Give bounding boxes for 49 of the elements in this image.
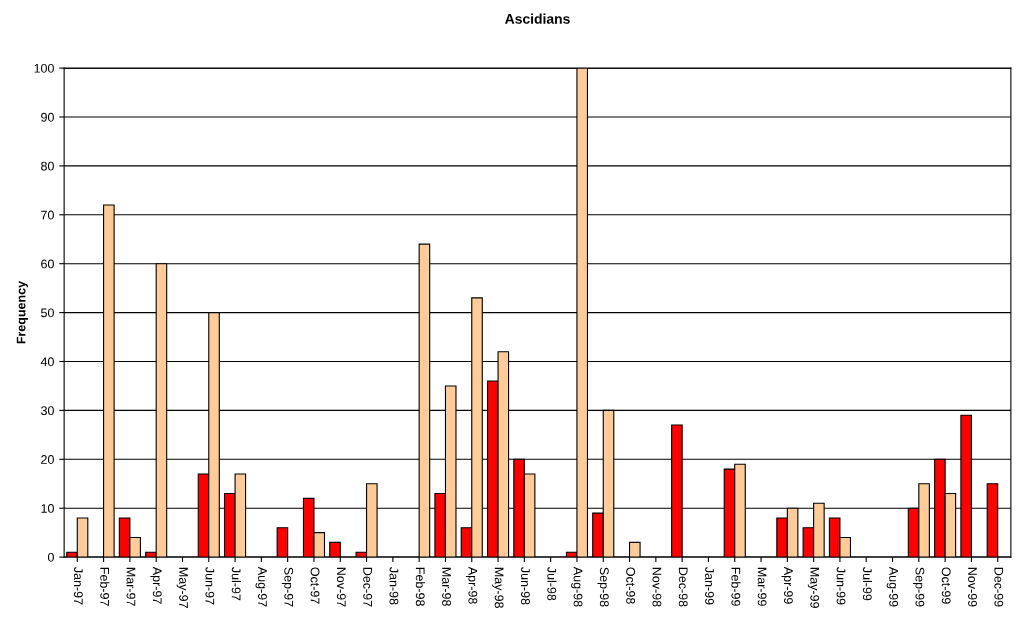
x-tick-label: Aug-97 bbox=[255, 566, 267, 607]
y-tick-label: 50 bbox=[41, 308, 54, 318]
x-tick-label: Jul-99 bbox=[862, 567, 873, 601]
x-tick-label: Feb-98 bbox=[415, 567, 425, 606]
x-tick-label: Nov-98 bbox=[652, 567, 662, 607]
x-tick-label: Nov-99 bbox=[968, 567, 977, 607]
x-tick-label: Dec-98 bbox=[678, 567, 688, 607]
y-axis-title: Frequency bbox=[16, 281, 28, 344]
x-tick-label: Oct-98 bbox=[626, 567, 636, 604]
x-tick-label: Oct-99 bbox=[941, 567, 951, 604]
x-tick-label: Apr-99 bbox=[781, 566, 793, 604]
y-tick-label: 30 bbox=[40, 406, 54, 416]
x-tick-label: Jun-99 bbox=[836, 567, 846, 605]
x-tick-label: May-98 bbox=[492, 567, 504, 608]
x-tick-label: Sep-97 bbox=[281, 567, 294, 607]
y-tick-label: 80 bbox=[41, 161, 54, 171]
y-tick-label: 10 bbox=[41, 504, 54, 513]
x-tick-label: Mar-97 bbox=[126, 567, 136, 606]
x-tick-label: May-97 bbox=[176, 567, 188, 608]
chart-title: Ascidians bbox=[505, 13, 570, 24]
x-tick-label: Sep-98 bbox=[597, 567, 609, 607]
y-tick-label: 100 bbox=[34, 63, 54, 73]
x-tick-label: Aug-98 bbox=[571, 566, 583, 607]
x-tick-label: Mar-99 bbox=[757, 567, 767, 606]
y-tick-label: 0 bbox=[47, 552, 54, 562]
x-tick-label: May-99 bbox=[807, 567, 820, 608]
x-tick-label: Jun-97 bbox=[205, 567, 215, 605]
y-tick-label: 40 bbox=[40, 357, 54, 367]
x-tick-label: Mar-98 bbox=[442, 567, 451, 606]
x-tick-label: Apr-98 bbox=[465, 566, 478, 604]
x-tick-label: Sep-99 bbox=[913, 567, 925, 607]
x-tick-label: Jan-98 bbox=[389, 567, 399, 605]
x-tick-label: Feb-99 bbox=[731, 567, 741, 606]
x-tick-label: Nov-97 bbox=[336, 567, 346, 607]
x-tick-label: Dec-97 bbox=[363, 567, 373, 607]
y-tick-label: 60 bbox=[41, 259, 54, 269]
x-tick-label: Jun-98 bbox=[521, 567, 530, 605]
y-tick-label: 20 bbox=[41, 455, 54, 464]
y-tick-label: 70 bbox=[41, 210, 54, 220]
x-tick-label: Jul-97 bbox=[231, 567, 241, 601]
x-tick-label: Apr-97 bbox=[150, 566, 162, 604]
y-tick-label: 90 bbox=[41, 112, 54, 122]
x-tick-label: Jan-97 bbox=[73, 567, 83, 605]
x-tick-label: Feb-97 bbox=[100, 567, 110, 606]
x-tick-label: Jan-99 bbox=[705, 567, 714, 605]
x-tick-label: Jul-98 bbox=[547, 567, 557, 601]
x-tick-label: Oct-97 bbox=[310, 567, 320, 604]
x-tick-label: Aug-99 bbox=[886, 566, 899, 607]
x-tick-label: Dec-99 bbox=[994, 567, 1004, 607]
